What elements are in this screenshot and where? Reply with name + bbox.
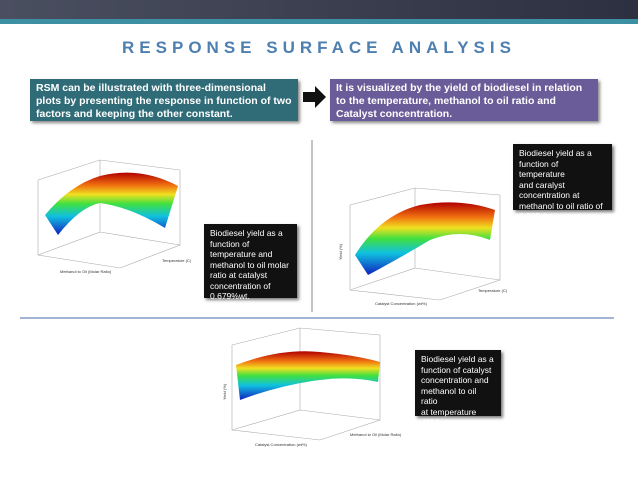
caption-line: concentration of xyxy=(210,280,271,291)
caption-line: Biodiesel yield as a xyxy=(421,354,494,364)
caption-line: at temperature xyxy=(421,406,477,417)
axis-label: Catalyst Concentration (wt%) xyxy=(255,442,307,447)
axis-label: Temperature (C) xyxy=(478,288,508,293)
caption-line: concentration at xyxy=(519,190,580,200)
caption-box: Biodiesel yield as a function of temperatu… xyxy=(204,224,297,301)
top-stripe xyxy=(0,19,638,24)
caption-line: methanol to oil ratio of xyxy=(519,200,603,211)
caption-line: methanol to oil ratio xyxy=(421,385,477,407)
axis-label: Temperature (C) xyxy=(162,258,192,263)
axis-label: Methanol to Oil (Molar Ratio) xyxy=(60,269,112,274)
arrow xyxy=(303,86,326,108)
axis-label: Yield (%) xyxy=(222,383,227,400)
caption-line: function of temperature xyxy=(519,158,565,180)
caption-line: 48°C. xyxy=(421,417,443,427)
caption-box: Biodiesel yield as a function of temperat… xyxy=(513,144,612,221)
caption-line: concentration and xyxy=(421,375,489,385)
caption-line: methanol to oil molar xyxy=(210,259,289,270)
axis-label: Yield (%) xyxy=(338,243,343,260)
caption-line: Biodiesel yield as a xyxy=(210,228,283,238)
surface-plot: Catalyst Concentration (wt%) Temperature… xyxy=(338,187,508,306)
top-bar xyxy=(0,0,638,19)
info-box: RSM can be illustrated with three-dimens… xyxy=(30,79,298,121)
info-box: It is visualized by the yield of biodies… xyxy=(330,79,598,121)
caption-line: and caralyst xyxy=(519,179,565,190)
axis-label: Catalyst Concentration (wt%) xyxy=(375,301,427,306)
surface-plot: Catalyst Concentration (wt%) Methanol to… xyxy=(222,327,402,447)
caption-line: 6.825:1 xyxy=(519,211,548,221)
caption-line: 0.679%wt. xyxy=(210,291,250,301)
caption-box: Biodiesel yield as a function of catalyst… xyxy=(415,350,501,427)
caption-line: Biodiesel yield as a xyxy=(519,148,592,158)
axis-label: Methanol to Oil (Molar Ratio) xyxy=(350,432,402,437)
caption-line: function of catalyst xyxy=(421,364,492,375)
caption-line: temperature and xyxy=(210,249,273,259)
title: RESPONSE SURFACE ANALYSIS xyxy=(122,38,516,57)
caption-line: ratio at catalyst xyxy=(210,270,268,280)
surface-plot: Methanol to Oil (Molar Ratio) Temperatur… xyxy=(37,159,192,274)
caption-line: function of xyxy=(210,238,250,249)
